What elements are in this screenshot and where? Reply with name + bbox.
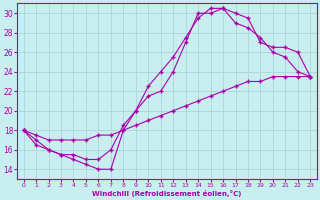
X-axis label: Windchill (Refroidissement éolien,°C): Windchill (Refroidissement éolien,°C) <box>92 190 242 197</box>
